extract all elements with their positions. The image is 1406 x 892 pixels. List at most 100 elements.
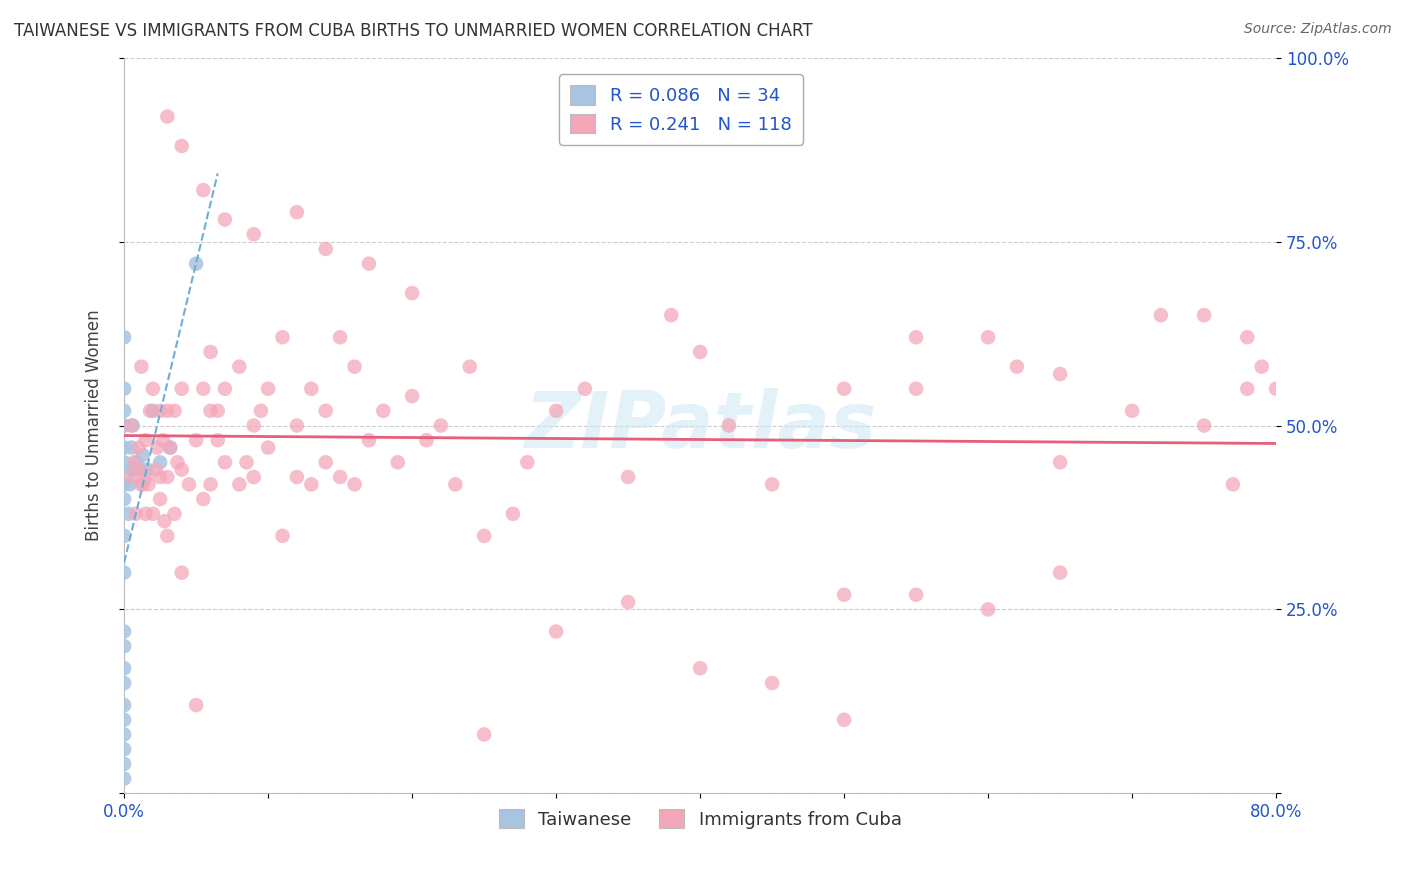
Point (329, 470, 352, 484)
Point (112, 772, 135, 786)
Point (142, 404, 165, 418)
Point (120, 470, 142, 484)
Point (112, 566, 135, 580)
Point (112, 698, 135, 712)
Point (285, 418, 308, 433)
Point (139, 404, 162, 418)
Point (112, 529, 135, 543)
Point (617, 470, 640, 484)
Point (271, 330, 294, 344)
Point (142, 382, 165, 396)
Point (146, 441, 169, 455)
Point (149, 492, 172, 507)
Point (153, 514, 176, 528)
Point (145, 463, 167, 477)
Point (444, 477, 467, 491)
Point (121, 418, 143, 433)
Point (207, 404, 229, 418)
Point (271, 529, 294, 543)
Point (373, 404, 395, 418)
Point (717, 418, 740, 433)
Point (761, 676, 783, 690)
Point (905, 330, 928, 344)
Point (127, 455, 149, 469)
Point (166, 455, 188, 469)
Text: ZIPatlas: ZIPatlas (524, 387, 876, 464)
Point (472, 529, 495, 543)
Point (299, 477, 322, 491)
Point (242, 418, 264, 433)
Point (112, 404, 135, 418)
Point (112, 661, 135, 675)
Point (1121, 404, 1143, 418)
Point (112, 492, 135, 507)
Point (138, 477, 160, 491)
Point (156, 404, 179, 418)
Point (159, 441, 181, 455)
Point (112, 713, 135, 727)
Point (546, 404, 568, 418)
Point (761, 477, 783, 491)
Point (401, 286, 423, 301)
Point (228, 359, 250, 374)
Point (170, 139, 193, 153)
Point (184, 698, 207, 712)
Point (1250, 359, 1272, 374)
Point (1049, 566, 1071, 580)
Point (250, 404, 273, 418)
Point (112, 742, 135, 756)
Point (387, 455, 409, 469)
Point (689, 661, 711, 675)
Point (832, 588, 855, 602)
Point (977, 602, 1000, 616)
Point (129, 463, 152, 477)
Point (135, 470, 157, 484)
Point (257, 382, 280, 396)
Point (977, 330, 1000, 344)
Point (112, 418, 135, 433)
Point (184, 257, 207, 271)
Point (832, 382, 855, 396)
Point (163, 507, 186, 521)
Point (149, 455, 172, 469)
Legend: Taiwanese, Immigrants from Cuba: Taiwanese, Immigrants from Cuba (492, 802, 908, 836)
Point (170, 463, 193, 477)
Point (1192, 308, 1215, 322)
Point (415, 434, 437, 448)
Point (574, 382, 596, 396)
Point (193, 183, 215, 197)
Point (156, 110, 179, 124)
Point (214, 212, 236, 227)
Point (458, 359, 481, 374)
Point (152, 434, 174, 448)
Point (177, 477, 200, 491)
Point (357, 257, 380, 271)
Point (257, 441, 280, 455)
Point (159, 441, 181, 455)
Point (120, 463, 142, 477)
Point (112, 639, 135, 653)
Point (401, 389, 423, 403)
Point (430, 418, 453, 433)
Point (343, 477, 366, 491)
Point (136, 463, 159, 477)
Point (184, 434, 207, 448)
Point (149, 404, 172, 418)
Point (214, 455, 236, 469)
Point (1049, 367, 1071, 381)
Point (128, 441, 150, 455)
Point (112, 330, 135, 344)
Point (285, 205, 308, 219)
Point (285, 470, 308, 484)
Point (156, 529, 179, 543)
Point (832, 713, 855, 727)
Point (112, 624, 135, 639)
Point (112, 477, 135, 491)
Point (149, 470, 172, 484)
Point (120, 418, 142, 433)
Point (343, 359, 366, 374)
Point (1236, 382, 1258, 396)
Point (117, 507, 139, 521)
Text: TAIWANESE VS IMMIGRANTS FROM CUBA BIRTHS TO UNMARRIED WOMEN CORRELATION CHART: TAIWANESE VS IMMIGRANTS FROM CUBA BIRTHS… (14, 22, 813, 40)
Point (131, 477, 153, 491)
